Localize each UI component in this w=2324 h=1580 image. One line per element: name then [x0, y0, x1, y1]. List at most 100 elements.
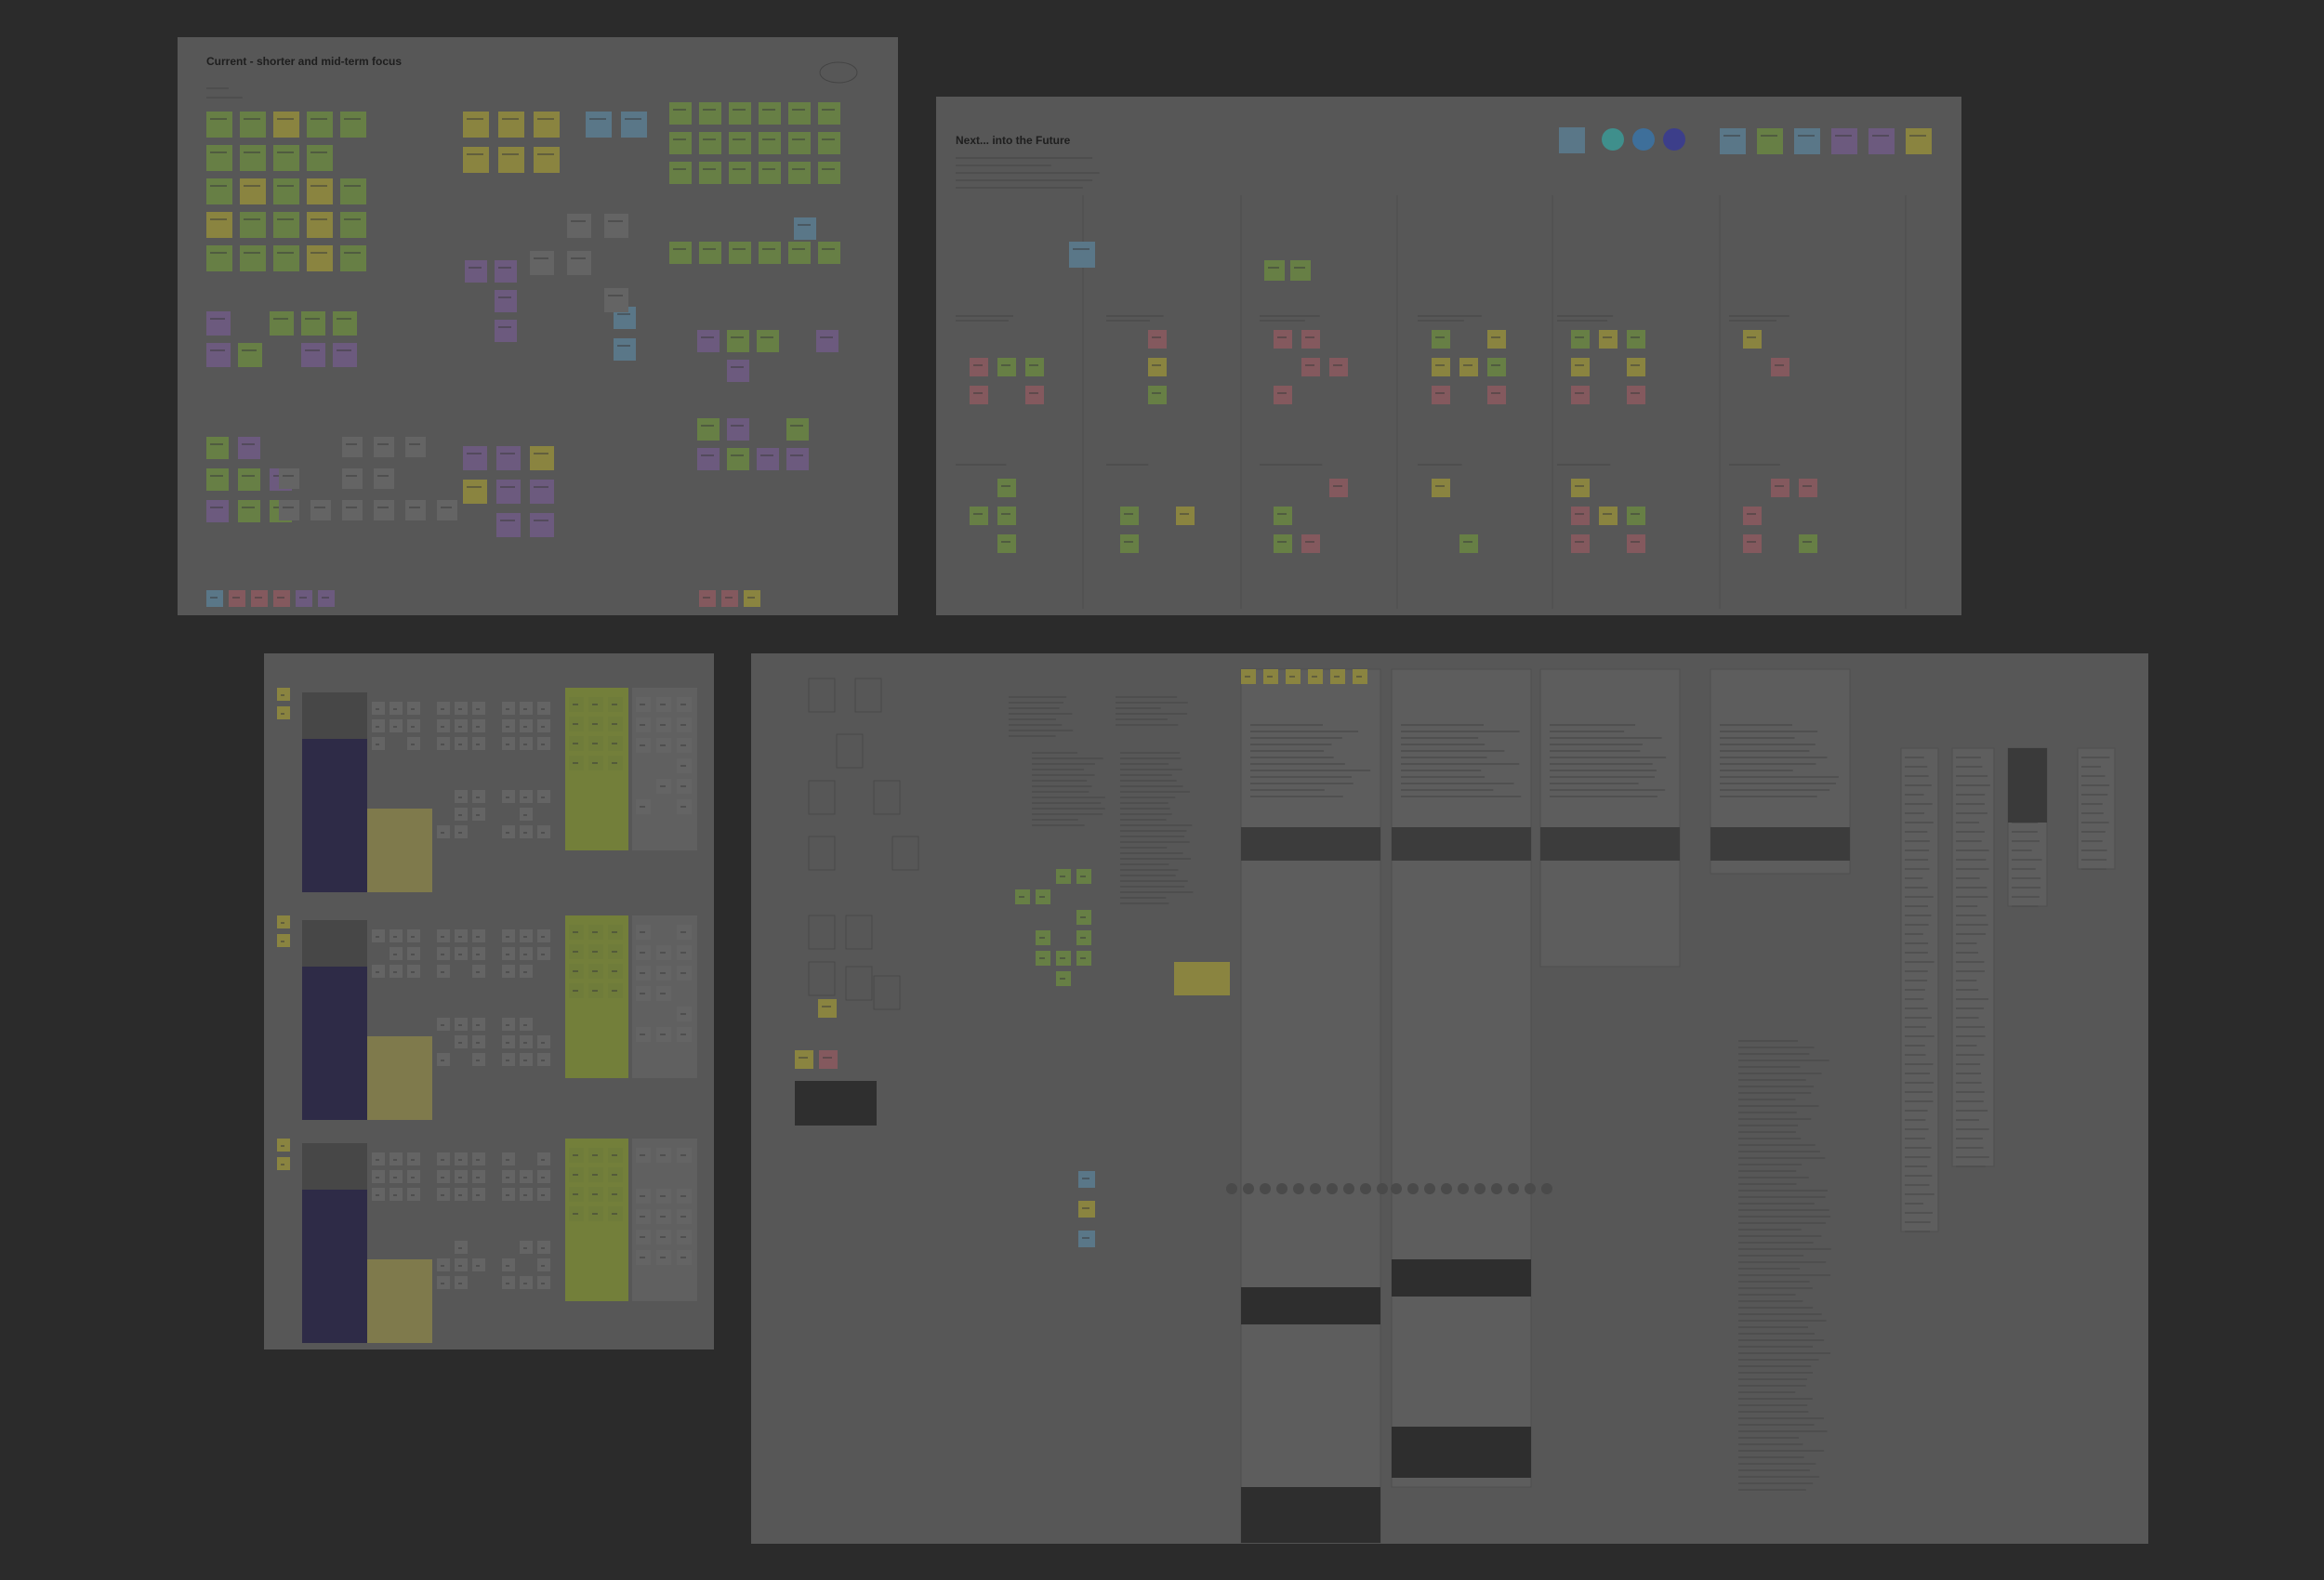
- sticky-note: [1571, 358, 1590, 376]
- flow-box: [808, 678, 836, 713]
- sticky-note: [537, 929, 550, 942]
- profile-photo: [302, 920, 367, 967]
- sticky-note: [794, 217, 816, 240]
- sticky-note: [537, 790, 550, 803]
- wireframe-footer: [1241, 1287, 1380, 1324]
- sticky-note: [472, 947, 485, 960]
- sticky-note: [537, 1276, 550, 1289]
- icon-dot: [1377, 1183, 1388, 1194]
- sticky-note: [240, 112, 266, 138]
- icon-dot: [1327, 1183, 1338, 1194]
- sticky-note: [1148, 330, 1167, 349]
- sticky-note: [340, 112, 366, 138]
- flow-box: [808, 836, 836, 871]
- icon-dot: [1293, 1183, 1304, 1194]
- sticky-note: [520, 965, 533, 978]
- sticky-note: [1329, 358, 1348, 376]
- sticky-note: [437, 1053, 450, 1066]
- sticky-note: [372, 719, 385, 732]
- sticky-note: [455, 1152, 468, 1165]
- icon-dot: [1491, 1183, 1502, 1194]
- sticky-note: [697, 418, 720, 441]
- sticky-note: [537, 825, 550, 838]
- sticky-note: [407, 719, 420, 732]
- sticky-note: [818, 132, 840, 154]
- sticky-note: [437, 1152, 450, 1165]
- sticky-note: [472, 1188, 485, 1201]
- sticky-note: [390, 947, 403, 960]
- icon-dot: [1441, 1183, 1452, 1194]
- sticky-note: [1459, 358, 1478, 376]
- sticky-note: [520, 1241, 533, 1254]
- sticky-note: [342, 437, 363, 457]
- sticky-note: [520, 1170, 533, 1183]
- icon-dot: [1276, 1183, 1287, 1194]
- flow-box: [808, 961, 836, 996]
- sticky-note: [604, 214, 628, 238]
- sticky-note: [238, 343, 262, 367]
- sticky-note: [390, 719, 403, 732]
- sticky-note: [374, 437, 394, 457]
- sticky-note: [614, 338, 636, 361]
- sticky-note: [1487, 330, 1506, 349]
- sticky-note: [520, 825, 533, 838]
- sticky-note: [537, 1170, 550, 1183]
- sticky-note: [407, 702, 420, 715]
- flow-box: [891, 836, 919, 871]
- sticky-note: [455, 1170, 468, 1183]
- sticky-note: [472, 1152, 485, 1165]
- sticky-note: [1831, 128, 1857, 154]
- icon-dot: [1458, 1183, 1469, 1194]
- sticky-note: [1274, 330, 1292, 349]
- sticky-note: [372, 929, 385, 942]
- sticky-note: [502, 1053, 515, 1066]
- sticky-note: [1120, 534, 1139, 553]
- sticky-note: [757, 330, 779, 352]
- sticky-note: [437, 1170, 450, 1183]
- sticky-note: [502, 1258, 515, 1271]
- sticky-note: [1799, 534, 1817, 553]
- sticky-note: [437, 929, 450, 942]
- sticky-note: [1432, 358, 1450, 376]
- sticky-note: [567, 251, 591, 275]
- sticky-note: [699, 242, 721, 264]
- sticky-note: [727, 418, 749, 441]
- sticky-note: [759, 242, 781, 264]
- sticky-note: [537, 1258, 550, 1271]
- sticky-note: [301, 343, 325, 367]
- sticky-note: [277, 915, 290, 928]
- sticky-note: [530, 251, 554, 275]
- icon-dot: [1360, 1183, 1371, 1194]
- sticky-note: [463, 112, 489, 138]
- sticky-note: [502, 929, 515, 942]
- sticky-note: [407, 1188, 420, 1201]
- sticky-note: [1571, 330, 1590, 349]
- board-frame[interactable]: [936, 97, 1961, 615]
- sticky-note: [520, 808, 533, 821]
- wireframe-footer: [1392, 1259, 1531, 1297]
- sticky-note: [795, 1050, 813, 1069]
- sticky-note: [307, 112, 333, 138]
- sticky-note: [240, 178, 266, 204]
- flow-box: [836, 733, 864, 769]
- sticky-note: [1274, 534, 1292, 553]
- sticky-note: [1274, 386, 1292, 404]
- sticky-note: [520, 1035, 533, 1048]
- sticky-note: [495, 260, 517, 283]
- quote-card: [367, 1036, 432, 1120]
- wireframe-hero: [1710, 827, 1850, 861]
- sticky-note: [502, 737, 515, 750]
- sticky-note: [502, 1035, 515, 1048]
- sticky-note: [273, 112, 299, 138]
- sticky-note: [970, 507, 988, 525]
- sticky-note: [206, 500, 229, 522]
- sticky-note: [502, 1276, 515, 1289]
- screenshot-thumb: [795, 1081, 877, 1126]
- sticky-note: [1487, 358, 1506, 376]
- sticky-note: [729, 102, 751, 125]
- sticky-note: [496, 480, 521, 504]
- sticky-note: [520, 947, 533, 960]
- sticky-note: [1720, 128, 1746, 154]
- icon-dot: [1391, 1183, 1402, 1194]
- sticky-note: [277, 688, 290, 701]
